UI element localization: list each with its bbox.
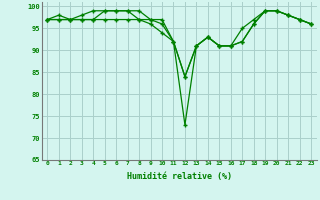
X-axis label: Humidité relative (%): Humidité relative (%) [127, 172, 232, 181]
